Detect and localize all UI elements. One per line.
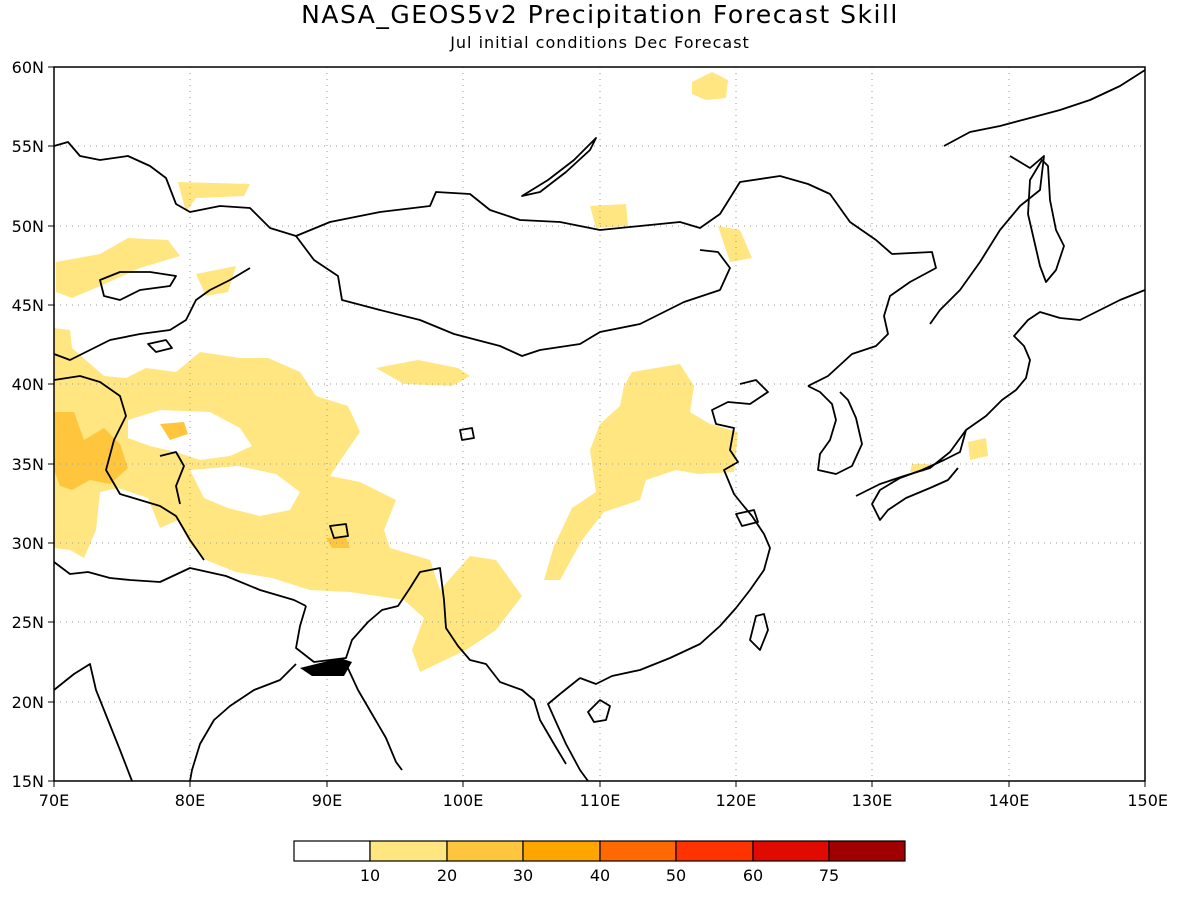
coastline xyxy=(53,141,937,387)
color-legend: 10 20 30 40 50 60 75 xyxy=(293,840,906,885)
shade-region xyxy=(590,204,628,228)
coastline xyxy=(53,561,307,607)
lon-tick-label: 80E xyxy=(175,791,205,810)
legend-label: 75 xyxy=(819,866,839,885)
shade-region xyxy=(54,412,128,490)
lake xyxy=(735,509,759,527)
shade-region xyxy=(190,466,300,516)
shade-region xyxy=(160,422,188,440)
lon-tick-label: 70E xyxy=(39,791,69,810)
lat-tick-label: 25N xyxy=(12,613,44,632)
lat-tick-label: 50N xyxy=(12,217,44,236)
lon-axis: 70E 80E 90E 100E 110E 120E 130E 140E 150… xyxy=(39,781,1168,810)
lake xyxy=(99,271,177,301)
coastline xyxy=(53,663,133,782)
legend-swatch xyxy=(446,840,524,862)
shade-region xyxy=(376,360,470,386)
lat-tick-label: 15N xyxy=(12,772,44,791)
lon-tick-label: 100E xyxy=(443,791,484,810)
legend-swatch xyxy=(752,840,830,862)
lon-tick-label: 130E xyxy=(852,791,893,810)
lat-tick-label: 40N xyxy=(12,375,44,394)
river-delta xyxy=(300,658,352,676)
peninsula xyxy=(807,385,863,475)
lon-tick-label: 110E xyxy=(580,791,621,810)
coastline xyxy=(943,69,1146,147)
lake xyxy=(459,427,475,441)
lat-tick-label: 20N xyxy=(12,693,44,712)
shade-region xyxy=(128,410,252,460)
lake xyxy=(147,339,173,353)
island xyxy=(587,699,611,723)
coastline xyxy=(579,379,771,685)
legend-swatch xyxy=(293,840,371,862)
legend-swatch xyxy=(369,840,448,862)
legend-label: 30 xyxy=(513,866,533,885)
island xyxy=(749,613,769,651)
legend-label: 40 xyxy=(590,866,610,885)
lat-axis: 60N 55N 50N 45N 40N 35N 30N 25N 20N 15N xyxy=(12,58,54,791)
island xyxy=(871,429,967,521)
legend-swatch xyxy=(599,840,677,862)
chart-subtitle: Jul initial conditions Dec Forecast xyxy=(450,33,750,52)
coastline xyxy=(929,155,1045,325)
lat-tick-label: 45N xyxy=(12,296,44,315)
legend-label: 60 xyxy=(743,866,763,885)
border xyxy=(53,375,205,561)
skill-shading xyxy=(54,72,988,672)
coastline xyxy=(189,663,297,782)
shade-region xyxy=(692,72,728,100)
lat-tick-label: 35N xyxy=(12,455,44,474)
shade-region xyxy=(196,266,236,296)
coastline xyxy=(547,677,589,782)
shade-region xyxy=(326,538,350,548)
border xyxy=(159,451,185,505)
lon-tick-label: 150E xyxy=(1127,791,1168,810)
lon-tick-label: 90E xyxy=(312,791,342,810)
shade-region xyxy=(178,182,250,212)
lat-tick-label: 30N xyxy=(12,534,44,553)
legend-swatch xyxy=(675,840,754,862)
lon-tick-label: 120E xyxy=(716,791,757,810)
lake xyxy=(521,137,597,197)
shade-region xyxy=(544,364,738,580)
legend-label: 20 xyxy=(437,866,457,885)
lat-tick-label: 60N xyxy=(12,58,44,77)
shade-region xyxy=(718,226,752,262)
border xyxy=(295,235,731,357)
shade-region xyxy=(968,438,988,460)
coastline xyxy=(345,663,403,771)
legend-label: 50 xyxy=(666,866,686,885)
legend-label: 10 xyxy=(360,866,380,885)
legend-swatch xyxy=(522,840,601,862)
lake xyxy=(329,523,349,539)
border xyxy=(53,267,251,361)
lon-tick-label: 140E xyxy=(989,791,1030,810)
legend-swatch xyxy=(828,840,906,862)
shade-region xyxy=(56,238,180,298)
island xyxy=(1027,159,1065,283)
lat-tick-label: 55N xyxy=(12,137,44,156)
chart-title: NASA_GEOS5v2 Precipitation Forecast Skil… xyxy=(301,0,899,29)
